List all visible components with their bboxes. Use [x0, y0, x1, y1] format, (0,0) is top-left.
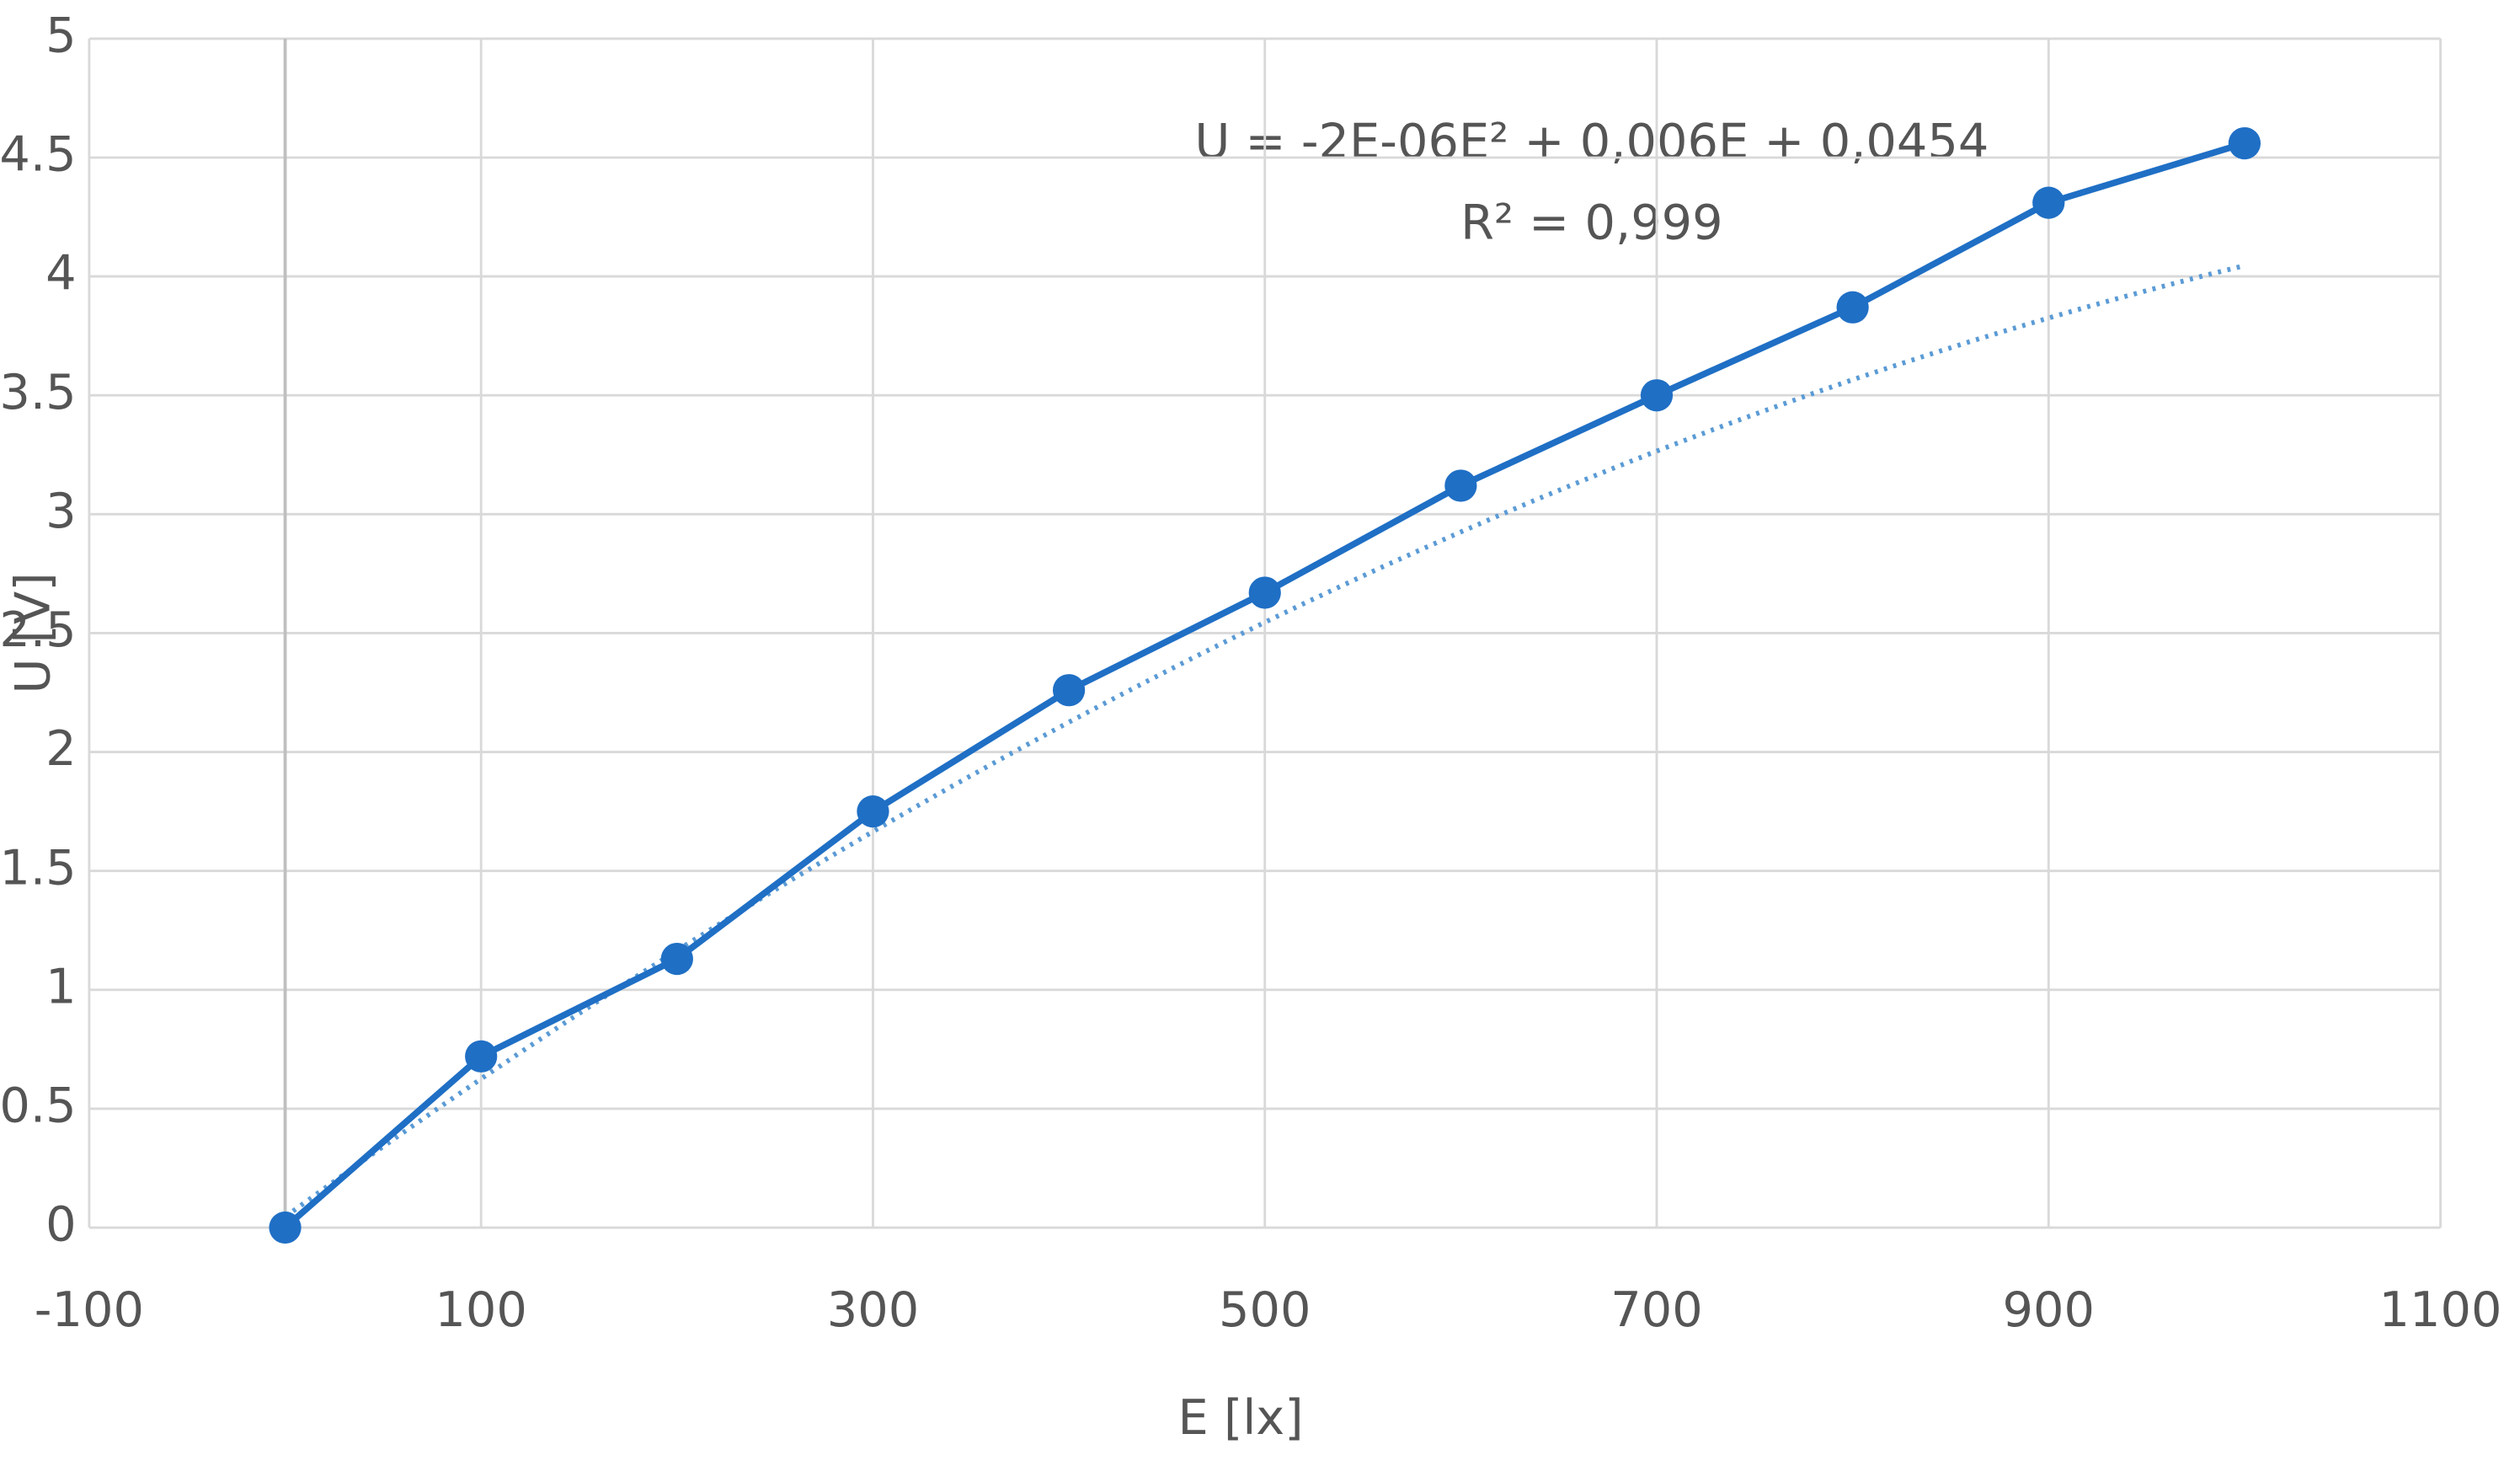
- y-tick-label: 4: [45, 245, 77, 302]
- data-point: [1640, 379, 1674, 412]
- data-point: [2228, 126, 2261, 160]
- y-tick-label: 3: [45, 483, 77, 539]
- x-axis-title: E [lx]: [1177, 1389, 1303, 1446]
- data-point: [465, 1040, 498, 1073]
- y-tick-label: 4.5: [0, 126, 77, 183]
- x-tick-label: 500: [1219, 1281, 1311, 1338]
- y-tick-label: 3.5: [0, 364, 77, 420]
- data-point: [1444, 469, 1477, 502]
- y-tick-label: 1: [45, 958, 77, 1014]
- data-point: [1052, 674, 1086, 707]
- y-tick-label: 2: [45, 720, 77, 777]
- data-point: [2032, 186, 2065, 219]
- y-tick-label: 0: [45, 1196, 77, 1253]
- data-point: [1836, 291, 1869, 324]
- y-tick-label: 5: [45, 8, 77, 64]
- y-tick-label: 1.5: [0, 839, 77, 896]
- trendline-equation: U = -2E-06E² + 0,006E + 0,0454: [1194, 114, 1989, 170]
- data-point: [660, 942, 693, 976]
- y-tick-label: 0.5: [0, 1078, 77, 1134]
- data-point: [269, 1211, 302, 1244]
- x-tick-label: 1100: [2379, 1281, 2502, 1338]
- data-point: [857, 795, 889, 828]
- x-tick-label: -100: [35, 1281, 144, 1338]
- x-tick-label: 100: [435, 1281, 526, 1338]
- y-tick-label: 2.5: [0, 602, 77, 658]
- trendline-r-squared: R² = 0,999: [1460, 194, 1723, 250]
- x-tick-label: 700: [1610, 1281, 1702, 1338]
- x-tick-label: 300: [827, 1281, 919, 1338]
- y-axis-title: U [V]: [4, 572, 61, 693]
- data-point: [1248, 576, 1281, 609]
- x-tick-label: 900: [2003, 1281, 2095, 1338]
